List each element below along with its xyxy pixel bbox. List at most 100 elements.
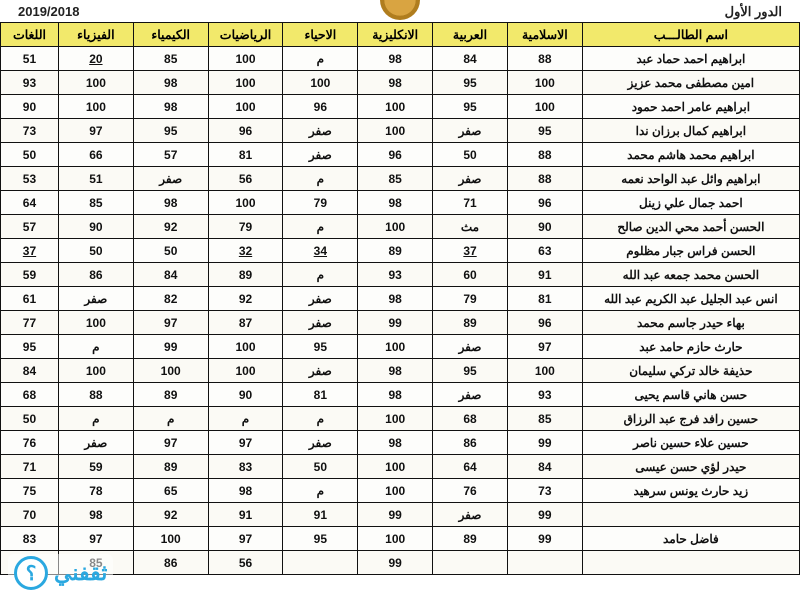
cell-islamic: 88 (507, 143, 582, 167)
cell-arabic: 50 (433, 143, 508, 167)
cell-name (582, 503, 799, 527)
cell-arabic: صفر (433, 503, 508, 527)
table-row: ابراهيم كمال برزان ندا95صفر100صفر9695977… (1, 119, 800, 143)
cell-name: زيد حارث يونس سرهيد (582, 479, 799, 503)
cell-name: ابراهيم كمال برزان ندا (582, 119, 799, 143)
cell-islamic: 85 (507, 407, 582, 431)
cell-islamic (507, 551, 582, 575)
cell-arabic: 76 (433, 479, 508, 503)
table-row: ابراهيم عامر احمد حمود100951009610098100… (1, 95, 800, 119)
cell-arabic: صفر (433, 119, 508, 143)
cell-english: 85 (358, 167, 433, 191)
table-header: اسم الطالـــبالاسلاميةالعربيةالانكليزيةا… (1, 23, 800, 47)
cell-biology: صفر (283, 359, 358, 383)
cell-biology: صفر (283, 431, 358, 455)
col-header-chem: الكيمياء (133, 23, 208, 47)
cell-physics: 97 (58, 119, 133, 143)
cell-islamic: 96 (507, 191, 582, 215)
cell-english: 89 (358, 239, 433, 263)
cell-arabic: 64 (433, 455, 508, 479)
cell-english: 98 (358, 383, 433, 407)
cell-physics: 50 (58, 239, 133, 263)
cell-biology: صفر (283, 119, 358, 143)
cell-chem: 95 (133, 119, 208, 143)
cell-name: ابراهيم عامر احمد حمود (582, 95, 799, 119)
cell-chem: 50 (133, 239, 208, 263)
table-row: ابراهيم احمد حماد عبد888498م100852051 (1, 47, 800, 71)
table-row: حسن هاني قاسم يحيى93صفر988190898868 (1, 383, 800, 407)
cell-lang: 71 (1, 455, 59, 479)
cell-english: 93 (358, 263, 433, 287)
cell-biology: 34 (283, 239, 358, 263)
cell-arabic: صفر (433, 167, 508, 191)
cell-chem: 98 (133, 95, 208, 119)
cell-name (582, 551, 799, 575)
cell-islamic: 91 (507, 263, 582, 287)
cell-math: 100 (208, 335, 283, 359)
cell-math: 89 (208, 263, 283, 287)
cell-biology: م (283, 47, 358, 71)
cell-chem: 84 (133, 263, 208, 287)
cell-math: 83 (208, 455, 283, 479)
cell-english: 98 (358, 359, 433, 383)
cell-lang: 61 (1, 287, 59, 311)
table-row: الحسن فراس جبار مظلوم6337893432505037 (1, 239, 800, 263)
cell-english: 100 (358, 95, 433, 119)
cell-arabic (433, 551, 508, 575)
cell-chem: 65 (133, 479, 208, 503)
cell-english: 96 (358, 143, 433, 167)
cell-lang: 37 (1, 239, 59, 263)
cell-arabic: 89 (433, 527, 508, 551)
cell-math: 32 (208, 239, 283, 263)
cell-lang: 95 (1, 335, 59, 359)
cell-lang: 93 (1, 71, 59, 95)
cell-name: امين مصطفى محمد عزيز (582, 71, 799, 95)
cell-arabic: 95 (433, 95, 508, 119)
col-header-english: الانكليزية (358, 23, 433, 47)
cell-physics: 78 (58, 479, 133, 503)
cell-biology: م (283, 167, 358, 191)
cell-english: 98 (358, 191, 433, 215)
cell-physics: 90 (58, 215, 133, 239)
cell-name: انس عبد الجليل عبد الكريم عبد الله (582, 287, 799, 311)
cell-islamic: 93 (507, 383, 582, 407)
cell-name: الحسن فراس جبار مظلوم (582, 239, 799, 263)
cell-islamic: 73 (507, 479, 582, 503)
cell-physics: 85 (58, 191, 133, 215)
cell-arabic: 60 (433, 263, 508, 287)
cell-english: 98 (358, 47, 433, 71)
cell-lang: 53 (1, 167, 59, 191)
cell-physics: 88 (58, 383, 133, 407)
cell-chem: 82 (133, 287, 208, 311)
cell-chem: 89 (133, 383, 208, 407)
cell-arabic: 95 (433, 71, 508, 95)
cell-biology: 81 (283, 383, 358, 407)
cell-physics: 51 (58, 167, 133, 191)
cell-name: احمد جمال علي زينل (582, 191, 799, 215)
cell-name: الحسن محمد جمعه عبد الله (582, 263, 799, 287)
table-row: حارث حازم حامد عبد97صفر1009510099م95 (1, 335, 800, 359)
cell-physics: 100 (58, 311, 133, 335)
cell-islamic: 100 (507, 359, 582, 383)
cell-english: 100 (358, 335, 433, 359)
cell-math: 56 (208, 167, 283, 191)
col-header-math: الرياضيات (208, 23, 283, 47)
grades-table: اسم الطالـــبالاسلاميةالعربيةالانكليزيةا… (0, 22, 800, 575)
table-row: ابراهيم وائل عبد الواحد نعمه88صفر85م56صف… (1, 167, 800, 191)
cell-lang: 73 (1, 119, 59, 143)
cell-lang: 68 (1, 383, 59, 407)
cell-biology: صفر (283, 143, 358, 167)
cell-math: 98 (208, 479, 283, 503)
year-label: 2019/2018 (18, 4, 79, 20)
cell-biology: م (283, 407, 358, 431)
cell-biology: م (283, 263, 358, 287)
cell-math: 100 (208, 71, 283, 95)
table-row: ابراهيم محمد هاشم محمد885096صفر81576650 (1, 143, 800, 167)
table-row: بهاء حيدر جاسم محمد968999صفر879710077 (1, 311, 800, 335)
cell-islamic: 88 (507, 47, 582, 71)
cell-name: حسن هاني قاسم يحيى (582, 383, 799, 407)
col-header-islamic: الاسلامية (507, 23, 582, 47)
cell-arabic: 71 (433, 191, 508, 215)
cell-english: 100 (358, 527, 433, 551)
table-row: 99568685 (1, 551, 800, 575)
